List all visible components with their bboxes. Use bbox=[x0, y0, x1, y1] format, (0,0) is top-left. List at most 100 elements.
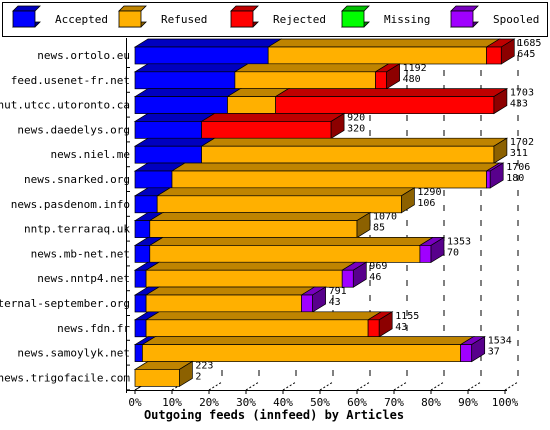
data-label-secondary: 433 bbox=[510, 99, 528, 110]
bar-segment-accepted bbox=[133, 162, 187, 189]
x-tick-label: 50% bbox=[310, 396, 330, 409]
data-label-secondary: 480 bbox=[403, 74, 421, 85]
bar-segment-accepted bbox=[133, 88, 242, 114]
bar-front-face bbox=[134, 195, 158, 214]
category-label: eternal-september.org bbox=[0, 297, 130, 310]
data-label-total: 1353 bbox=[447, 236, 471, 247]
data-label-total: 969 bbox=[369, 261, 387, 272]
bar-segment-accepted bbox=[133, 63, 250, 90]
legend-label: Spooled bbox=[493, 13, 539, 26]
category-label: news.fdn.fr bbox=[57, 322, 130, 335]
bar-side-face bbox=[493, 87, 508, 115]
bar-front-face bbox=[134, 369, 180, 387]
bar-segment-refused bbox=[266, 38, 501, 65]
gridline-floor bbox=[467, 381, 482, 391]
legend-swatch bbox=[450, 10, 474, 28]
bar-top-face bbox=[148, 212, 372, 221]
bar-top-face bbox=[144, 311, 383, 321]
legend-swatch bbox=[118, 10, 142, 28]
bar-front-face bbox=[134, 245, 151, 263]
bar-top-face bbox=[266, 38, 501, 48]
bar-front-face bbox=[156, 195, 402, 214]
bar-segment-refused bbox=[144, 286, 316, 313]
legend-swatch-top bbox=[118, 5, 147, 12]
legend-item-rejected: Rejected bbox=[230, 5, 326, 28]
bar-segment-rejected bbox=[274, 88, 509, 114]
data-label-secondary: 70 bbox=[447, 247, 459, 258]
bar-segment-refused bbox=[141, 336, 475, 362]
gridline-floor bbox=[245, 381, 260, 391]
x-tick-label: 90% bbox=[458, 396, 478, 409]
bar-segment-refused bbox=[226, 88, 290, 114]
x-tick-label: 80% bbox=[421, 396, 441, 409]
bar-front-face bbox=[149, 220, 358, 238]
bar-front-face bbox=[134, 71, 236, 90]
category-label: feed.usenet-fr.net bbox=[11, 74, 130, 87]
gridline-floor bbox=[282, 381, 297, 391]
bar-front-face bbox=[134, 170, 173, 189]
legend-swatch-top bbox=[230, 5, 259, 12]
bar-front-face bbox=[149, 245, 421, 263]
category-labels: news.ortolo.eu feed.usenet-fr.net nut.utcc… bbox=[0, 49, 130, 391]
bar-top-face bbox=[170, 162, 501, 172]
legend-swatch bbox=[341, 10, 365, 28]
bar-front-face bbox=[134, 269, 147, 288]
category-label: news.trigofacile.com bbox=[0, 371, 130, 384]
x-axis-title: Outgoing feeds (innfeed) by Articles bbox=[144, 408, 404, 422]
bar-front-face bbox=[341, 269, 354, 288]
bars: 1685645119248017034339203201702311170618… bbox=[133, 38, 541, 388]
category-label: news.mb-net.net bbox=[31, 247, 130, 260]
bar-front-face bbox=[486, 170, 491, 189]
data-label-total: 791 bbox=[329, 286, 347, 297]
bar-front-face bbox=[134, 294, 147, 313]
data-label-secondary: 46 bbox=[369, 272, 381, 283]
x-tick-label: 30% bbox=[236, 396, 256, 409]
x-tick-label: 100% bbox=[492, 396, 519, 409]
legend-swatch-top bbox=[341, 5, 370, 12]
category-label: news.ortolo.eu bbox=[37, 49, 130, 62]
bar-front-face bbox=[234, 71, 376, 90]
bar-front-face bbox=[145, 294, 302, 313]
data-label-total: 1534 bbox=[488, 336, 512, 347]
legend-label: Accepted bbox=[55, 13, 108, 26]
bar-front-face bbox=[134, 145, 202, 164]
bar-segment-accepted bbox=[133, 212, 165, 238]
data-label-secondary: 311 bbox=[510, 148, 528, 159]
category-label: news.nntp4.net bbox=[37, 272, 130, 285]
bar-top-face bbox=[144, 286, 316, 296]
gridline-floor bbox=[319, 381, 334, 391]
data-label-secondary: 2 bbox=[195, 371, 201, 382]
data-label-total: 1192 bbox=[403, 63, 427, 74]
bar-front-face bbox=[134, 121, 202, 139]
data-label-total: 1155 bbox=[395, 311, 419, 322]
bar-side-face bbox=[401, 187, 415, 214]
data-label-secondary: 106 bbox=[417, 198, 435, 209]
category-label: news.daedelys.org bbox=[17, 123, 130, 136]
bar-front-face bbox=[367, 319, 380, 338]
bar-segment-accepted bbox=[133, 38, 283, 65]
category-label: news.snarked.org bbox=[24, 173, 130, 186]
bar-front-face bbox=[134, 46, 269, 65]
data-label-secondary: 85 bbox=[373, 223, 385, 234]
legend-swatch bbox=[230, 10, 254, 28]
data-label-total: 1703 bbox=[510, 88, 534, 99]
bar-side-face bbox=[179, 360, 193, 388]
gridline-floor bbox=[430, 381, 445, 391]
legend: Accepted Refused Rejected Missing Spooled bbox=[12, 5, 539, 28]
data-label-total: 223 bbox=[195, 360, 213, 371]
x-tick-label: 20% bbox=[199, 396, 219, 409]
legend-item-refused: Refused bbox=[118, 5, 207, 28]
category-label: news.pasdenom.info bbox=[11, 198, 130, 211]
bar-side-face bbox=[352, 261, 367, 288]
bar-top-face bbox=[200, 113, 346, 122]
bar-front-face bbox=[267, 46, 487, 65]
